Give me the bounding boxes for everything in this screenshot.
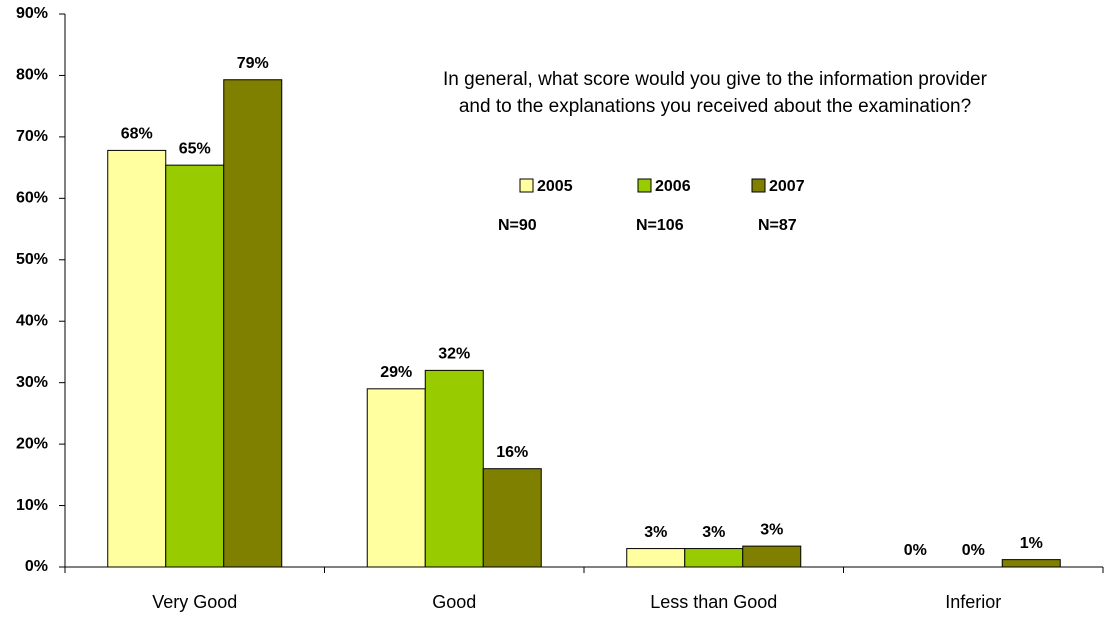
bar [424,369,484,568]
x-tick-label: Less than Good [650,592,777,612]
bar [482,468,542,568]
x-tick-label: Good [432,592,476,612]
bar [223,79,283,568]
x-tick-label: Inferior [945,592,1001,612]
bar [107,149,167,568]
y-tick-label: 20% [16,435,48,452]
x-tick-label: Very Good [152,592,237,612]
value-label: 3% [760,521,783,538]
legend-label: 2007 [769,178,805,195]
value-label: 32% [438,346,470,363]
annotation: and to the explanations you received abo… [459,96,971,117]
legend-swatch [637,178,652,193]
value-label: 1% [1020,535,1043,552]
value-label: 29% [380,364,412,381]
bar [742,545,802,568]
value-label: 0% [962,542,985,559]
y-tick-label: 50% [16,251,48,268]
value-label: 16% [496,444,528,461]
y-tick-label: 80% [16,67,48,84]
bar [165,164,225,568]
y-tick-label: 30% [16,374,48,391]
legend-label: 2005 [537,178,573,195]
y-tick-label: 90% [16,5,48,22]
bar [684,548,744,568]
bar [1001,559,1061,568]
value-label: 3% [702,524,725,541]
bar [626,548,686,568]
value-label: 65% [179,140,211,157]
bar [366,388,426,568]
annotation: In general, what score would you give to… [443,69,988,90]
value-label: 68% [121,126,153,143]
value-label: 79% [237,55,269,72]
value-label: 3% [644,524,667,541]
y-tick-label: 0% [25,558,48,575]
y-tick-label: 10% [16,497,48,514]
legend-swatch [519,178,534,193]
y-tick-label: 40% [16,312,48,329]
legend-note: N=106 [636,217,684,234]
y-tick-label: 60% [16,190,48,207]
y-tick-label: 70% [16,128,48,145]
legend-swatch [751,178,766,193]
legend-note: N=90 [498,217,537,234]
value-label: 0% [904,542,927,559]
legend-label: 2006 [655,178,691,195]
legend-note: N=87 [758,217,797,234]
